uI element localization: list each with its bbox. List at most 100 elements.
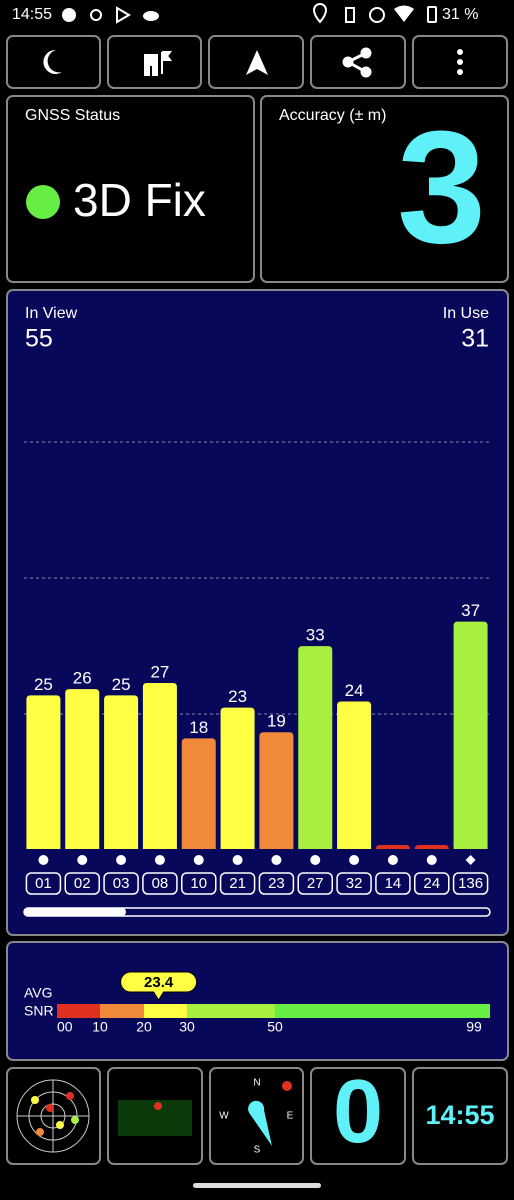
prn-box <box>375 872 411 895</box>
prn-label: 27 <box>307 875 324 892</box>
bar <box>259 732 294 849</box>
menu-icon <box>457 49 463 75</box>
prn-label: 03 <box>113 875 130 892</box>
bar <box>375 845 410 849</box>
used-marker <box>271 855 282 865</box>
fix-indicator <box>26 185 60 219</box>
status-icon <box>369 7 385 23</box>
bar <box>337 701 372 849</box>
bars: 25 01 26 02 25 03 27 08 18 10 23 21 19 23 33 27 24 32 14 24… <box>25 601 489 895</box>
mode-icon <box>144 51 172 76</box>
used-marker <box>426 855 437 865</box>
used-marker <box>154 855 165 865</box>
prn-box <box>336 872 372 895</box>
used-marker <box>387 855 398 865</box>
snr-segment <box>187 1004 275 1018</box>
count-tile[interactable] <box>310 1067 406 1165</box>
prn-box <box>103 872 139 895</box>
compass-s: S <box>254 1145 261 1156</box>
snr-segment <box>57 1004 100 1018</box>
snr-segment <box>275 1004 490 1018</box>
value-label: 25 <box>112 675 131 694</box>
clock-value: 14:55 <box>425 1100 494 1130</box>
snr-tick-label: 50 <box>267 1019 283 1035</box>
prn-box <box>452 872 489 895</box>
snr-tick-label: 00 <box>57 1019 73 1035</box>
value-label: 19 <box>267 712 286 731</box>
value-label: 27 <box>150 663 169 682</box>
value-label: 23 <box>228 687 247 706</box>
prn-label: 23 <box>268 875 285 892</box>
snr-scale: 00 10 20 30 50 99 23.4 <box>57 971 490 1035</box>
prn-label: 10 <box>190 875 207 892</box>
bar <box>453 621 488 849</box>
snr-tick-label: 30 <box>179 1019 195 1035</box>
bar <box>142 683 177 849</box>
navigate-icon <box>246 50 268 75</box>
snr-tick-label: 99 <box>466 1019 482 1035</box>
prn-label: 14 <box>385 875 402 892</box>
prn-box <box>258 872 295 895</box>
prn-box <box>142 872 178 895</box>
gnss-value: 3D Fix <box>73 174 206 226</box>
compass-w: W <box>219 1111 229 1122</box>
snr-tick-label: 10 <box>92 1019 108 1035</box>
value-label: 33 <box>306 626 325 645</box>
prn-box <box>219 872 256 895</box>
prn-label: 01 <box>35 875 52 892</box>
share-button[interactable] <box>310 35 406 89</box>
in-view-value: 55 <box>25 325 53 353</box>
avg-label: AVG <box>24 985 53 1001</box>
bar <box>26 695 61 849</box>
count-value: 0 <box>333 1062 383 1162</box>
night-button[interactable] <box>6 35 101 89</box>
value-label: 25 <box>34 675 53 694</box>
used-marker <box>77 855 88 865</box>
value-label: 26 <box>73 669 92 688</box>
accuracy-label: Accuracy (± m) <box>279 107 386 124</box>
status-icon <box>62 8 76 22</box>
snr-panel <box>6 941 509 1061</box>
bar <box>220 707 255 849</box>
scroll-thumb[interactable] <box>24 908 126 916</box>
prn-box <box>414 872 450 895</box>
prn-label: 136 <box>458 875 483 892</box>
prn-label: 32 <box>346 875 363 892</box>
used-marker <box>232 855 243 865</box>
used-marker <box>465 855 476 865</box>
nav-handle[interactable] <box>193 1183 321 1188</box>
bar <box>414 845 449 849</box>
clock-tile[interactable] <box>412 1067 508 1165</box>
compass-dot <box>282 1081 292 1091</box>
status-icon <box>143 11 159 21</box>
used-marker <box>310 855 321 865</box>
prn-box <box>297 872 333 895</box>
in-use-label: In Use <box>443 305 489 322</box>
used-marker <box>116 855 127 865</box>
accuracy-card <box>260 95 509 283</box>
status-icon <box>116 6 131 24</box>
snr-segment <box>100 1004 144 1018</box>
prn-box <box>25 872 62 895</box>
status-icon <box>394 5 414 22</box>
moon-icon <box>43 49 62 74</box>
snr-segment <box>144 1004 187 1018</box>
snr-label: SNR <box>24 1003 54 1019</box>
status-icon <box>312 3 328 24</box>
bar <box>298 646 333 849</box>
compass-n: N <box>253 1078 260 1089</box>
sky-dots <box>31 1092 79 1136</box>
prn-label: 08 <box>152 875 169 892</box>
status-icon <box>345 7 355 23</box>
sky-icon <box>16 1079 90 1153</box>
bar <box>65 689 100 849</box>
used-marker <box>193 855 204 865</box>
share-icon <box>342 47 372 78</box>
compass-needle <box>248 1100 272 1146</box>
gnss-card <box>6 95 255 283</box>
status-time: 14:55 <box>12 6 52 23</box>
snr-tick-label: 20 <box>136 1019 152 1035</box>
prn-label: 02 <box>74 875 91 892</box>
